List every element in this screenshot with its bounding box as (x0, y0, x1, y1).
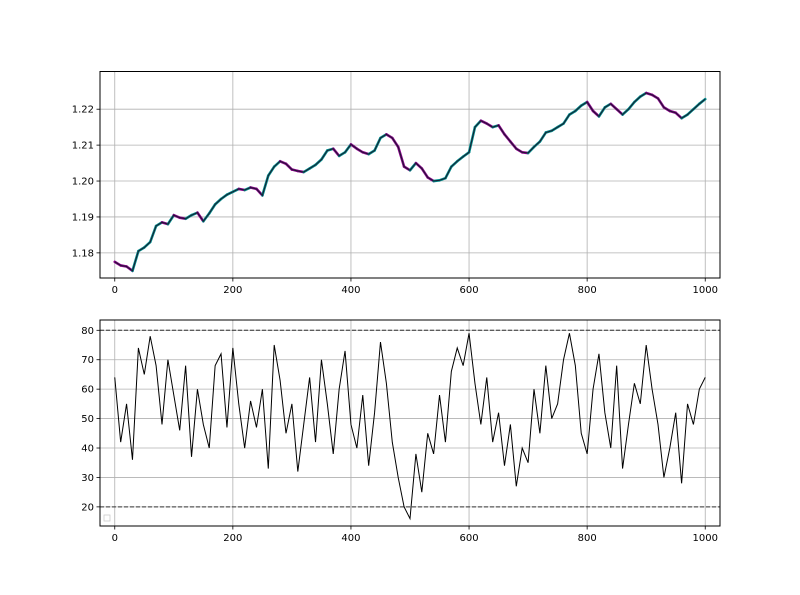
price-x-tick-label: 800 (578, 285, 597, 296)
price-x-tick-label: 400 (341, 285, 360, 296)
price-x-tick-label: 1000 (693, 285, 718, 296)
oscillator-y-tick-label: 30 (81, 473, 94, 484)
empty-legend-box (103, 514, 111, 522)
oscillator-x-tick-label: 1000 (693, 533, 718, 544)
oscillator-line (114, 333, 706, 521)
oscillator-y-tick-label: 40 (81, 444, 94, 455)
oscillator-y-axis: 20 30 40 50 60 70 80 (81, 326, 100, 513)
oscillator-y-tick-label: 20 (81, 502, 94, 513)
oscillator-y-tick-label: 70 (81, 355, 94, 366)
price-x-tick-label: 200 (223, 285, 242, 296)
oscillator-x-tick-label: 200 (223, 533, 242, 544)
oscillator-x-tick-label: 0 (112, 533, 118, 544)
price-x-tick-label: 0 (112, 285, 118, 296)
price-y-tick-label: 1.19 (72, 212, 94, 223)
oscillator-y-tick-label: 60 (81, 385, 94, 396)
oscillator-axes-frame (99, 319, 721, 527)
oscillator-reference-lines (100, 329, 720, 508)
price-x-axis: 0 200 400 600 800 1000 (112, 278, 718, 296)
oscillator-grid (100, 320, 720, 526)
price-grid (100, 71, 720, 278)
oscillator-x-axis: 0 200 400 600 800 1000 (112, 526, 718, 544)
price-axes-frame (99, 71, 721, 279)
oscillator-y-tick-label: 50 (81, 414, 94, 425)
oscillator-x-tick-label: 400 (341, 533, 360, 544)
price-panel: 0 200 400 600 800 1000 1.18 1.19 1.20 1.21 1.22 (72, 71, 721, 296)
oscillator-panel: 0 200 400 600 800 1000 20 30 40 50 60 70 80 (81, 319, 721, 544)
price-lines (113, 91, 707, 273)
oscillator-y-tick-label: 80 (81, 326, 94, 337)
price-y-tick-label: 1.18 (72, 248, 94, 259)
price-y-tick-label: 1.20 (72, 177, 94, 188)
price-y-axis: 1.18 1.19 1.20 1.21 1.22 (72, 105, 100, 259)
oscillator-series-line (114, 333, 706, 521)
oscillator-x-tick-label: 800 (578, 533, 597, 544)
price-y-tick-label: 1.22 (72, 105, 94, 116)
price-x-tick-label: 600 (460, 285, 479, 296)
price-line (114, 92, 706, 272)
oscillator-x-tick-label: 600 (460, 533, 479, 544)
price-y-tick-label: 1.21 (72, 141, 94, 152)
